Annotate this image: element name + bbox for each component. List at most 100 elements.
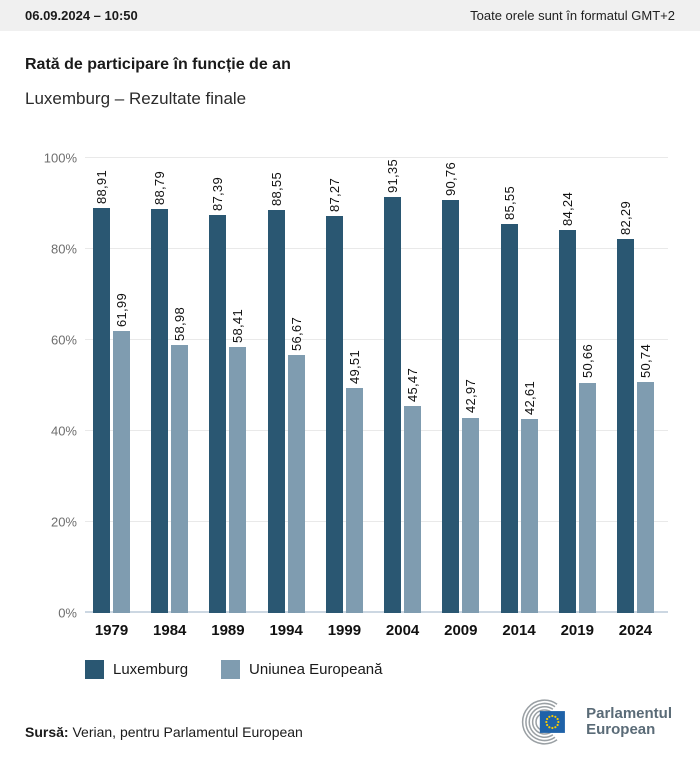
bar-group-2024: 82,29 50,74 (616, 158, 654, 613)
x-axis-label-2019: 2019 (560, 622, 594, 639)
eu-flag-icon (539, 711, 566, 733)
bar-column: 82,29 (616, 158, 634, 613)
bar-luxemburg-1994[interactable] (267, 210, 285, 613)
bar-column: 90,76 (442, 158, 460, 613)
bar-luxemburg-1984[interactable] (151, 209, 169, 613)
bar-value-label: 84,24 (559, 191, 575, 226)
bar-uniunea-europeană-2004[interactable] (404, 406, 422, 613)
bar-group-1979: 88,91 61,99 (93, 158, 130, 613)
bar-column: 87,39 (209, 158, 227, 613)
bar-group-1999: 87,27 49,51 (325, 158, 363, 613)
bar-column: 50,74 (636, 158, 654, 613)
source-value: Verian, pentru Parlamentul European (72, 724, 303, 740)
bar-value-label: 88,55 (268, 172, 284, 207)
x-axis-label-1984: 1984 (153, 622, 187, 639)
bar-value-label: 87,39 (210, 177, 226, 212)
bar-column: 42,61 (520, 158, 538, 613)
ep-logo-text-line1: Parlamentul (586, 704, 672, 722)
legend-swatch-uniunea-europeana (221, 660, 241, 679)
bar-column: 84,24 (558, 158, 576, 613)
y-tick-label: 40% (50, 423, 77, 439)
bar-luxemburg-2014[interactable] (500, 223, 518, 613)
bar-value-label: 50,66 (579, 344, 595, 379)
bar-group-2019: 84,24 50,66 (558, 158, 596, 613)
gridline (85, 521, 668, 522)
bar-uniunea-europeană-1989[interactable] (229, 347, 247, 613)
chart-legend: Luxemburg Uniunea Europeană (85, 660, 383, 679)
legend-label-luxemburg: Luxemburg (113, 661, 189, 678)
bar-uniunea-europeană-2014[interactable] (520, 419, 538, 613)
legend-item-uniunea-europeana[interactable]: Uniunea Europeană (221, 660, 383, 679)
bar-value-label: 58,41 (230, 309, 246, 344)
bar-group-2014: 85,55 42,61 (500, 158, 538, 613)
bar-uniunea-europeană-1984[interactable] (171, 344, 189, 613)
bar-value-label: 50,74 (637, 344, 653, 379)
x-axis-label-1989: 1989 (211, 622, 245, 639)
bar-value-label: 82,29 (617, 200, 633, 235)
eu-flag-stars (545, 714, 560, 730)
bar-uniunea-europeană-2019[interactable] (578, 382, 596, 613)
gridline (85, 339, 668, 340)
legend-item-luxemburg[interactable]: Luxemburg (85, 660, 188, 679)
bar-luxemburg-1999[interactable] (325, 215, 343, 613)
bar-uniunea-europeană-1994[interactable] (287, 355, 305, 613)
bar-luxemburg-2004[interactable] (384, 197, 402, 613)
bar-column: 49,51 (345, 158, 363, 613)
bar-value-label: 87,27 (326, 177, 342, 212)
bar-value-label: 49,51 (346, 349, 362, 384)
gridline (85, 430, 668, 431)
bar-value-label: 88,91 (94, 170, 109, 205)
bar-luxemburg-2019[interactable] (558, 229, 576, 613)
bar-luxemburg-2024[interactable] (616, 238, 634, 613)
ep-logo-text: Parlamentul European (586, 704, 672, 739)
legend-label-uniunea-europeana: Uniunea Europeană (249, 661, 383, 678)
bar-value-label: 42,61 (521, 381, 537, 416)
x-axis-label-2009: 2009 (444, 622, 478, 639)
bar-column: 87,27 (325, 158, 343, 613)
top-bar: 06.09.2024 – 10:50 Toate orele sunt în f… (0, 0, 700, 31)
bar-group-1984: 88,79 58,98 (151, 158, 189, 613)
y-tick-label: 0% (58, 605, 77, 621)
source-note: Sursă: Verian, pentru Parlamentul Europe… (25, 724, 303, 740)
bar-value-label: 42,97 (463, 379, 479, 414)
ep-logo-text-line2: European (586, 721, 656, 738)
plot-area: 88,91 61,99 88,79 58,98 87,39 58,41 88,55 56,67… (44, 152, 668, 620)
bar-value-label: 45,47 (405, 368, 421, 403)
x-axis-label-2014: 2014 (502, 622, 536, 639)
bar-uniunea-europeană-1999[interactable] (345, 387, 363, 613)
bar-value-label: 91,35 (385, 159, 401, 194)
bar-column: 56,67 (287, 158, 305, 613)
source-label: Sursă: (25, 724, 69, 740)
bar-column: 50,66 (578, 158, 596, 613)
bar-luxemburg-2009[interactable] (442, 200, 460, 613)
bar-group-1994: 88,55 56,67 (267, 158, 305, 613)
bar-uniunea-europeană-2009[interactable] (462, 417, 480, 613)
european-parliament-logo: Parlamentul European (508, 698, 672, 746)
bar-group-1989: 87,39 58,41 (209, 158, 247, 613)
page-title: Rată de participare în funcție de an (25, 56, 291, 73)
bar-uniunea-europeană-2024[interactable] (636, 382, 654, 613)
x-axis-label-1979: 1979 (94, 622, 129, 639)
bar-column: 58,98 (171, 158, 189, 613)
x-axis-line (85, 611, 668, 613)
bar-column: 88,79 (151, 158, 169, 613)
x-axis-label-2024: 2024 (618, 622, 653, 639)
y-tick-label: 60% (50, 332, 77, 348)
bar-luxemburg-1989[interactable] (209, 215, 227, 613)
x-axis-label-1994: 1994 (269, 622, 303, 639)
bar-luxemburg-1979[interactable] (93, 208, 110, 613)
legend-swatch-luxemburg (85, 660, 104, 679)
bar-value-label: 85,55 (501, 185, 517, 220)
bar-uniunea-europeană-1979[interactable] (113, 330, 130, 613)
timezone-note: Toate orele sunt în formatul GMT+2 (470, 8, 675, 23)
datetime-label: 06.09.2024 – 10:50 (25, 8, 138, 23)
y-tick-label: 100% (43, 150, 77, 166)
bar-column: 88,55 (267, 158, 285, 613)
bar-group-2009: 90,76 42,97 (442, 158, 480, 613)
y-tick-label: 20% (50, 514, 77, 530)
bar-column: 61,99 (113, 158, 130, 613)
bar-value-label: 56,67 (288, 317, 304, 352)
page-subtitle: Luxemburg – Rezultate finale (25, 89, 247, 108)
x-axis-row: 1979 1984 1989 1994 1999 2004 2009 2014 2019 2024 (85, 622, 668, 639)
